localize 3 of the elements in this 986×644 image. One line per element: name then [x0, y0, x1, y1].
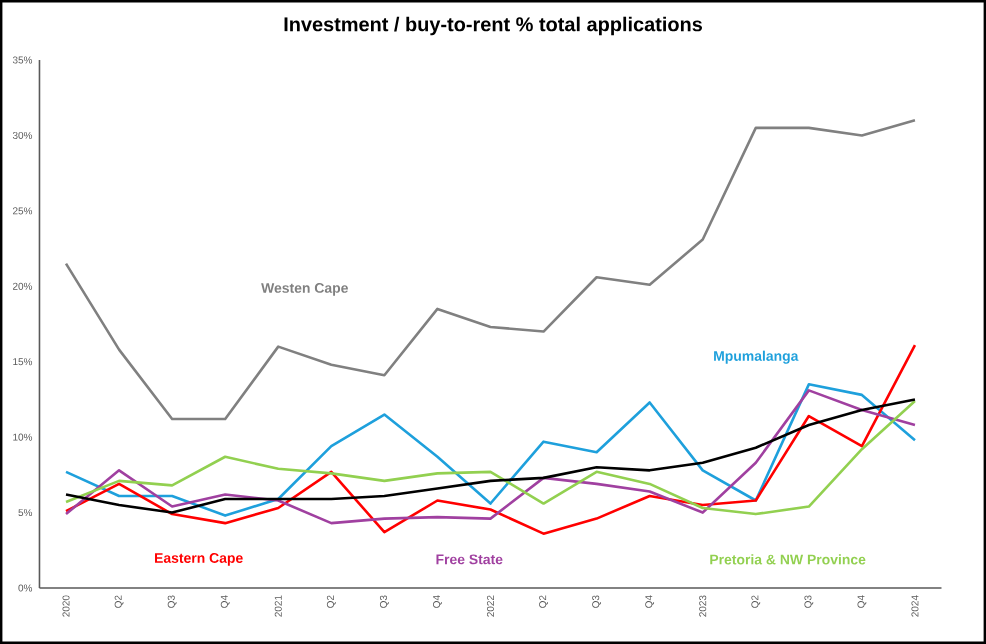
- chart-title: Investment / buy-to-rent % total applications: [284, 16, 703, 36]
- line-series: [64, 119, 917, 421]
- line-series: [64, 343, 917, 535]
